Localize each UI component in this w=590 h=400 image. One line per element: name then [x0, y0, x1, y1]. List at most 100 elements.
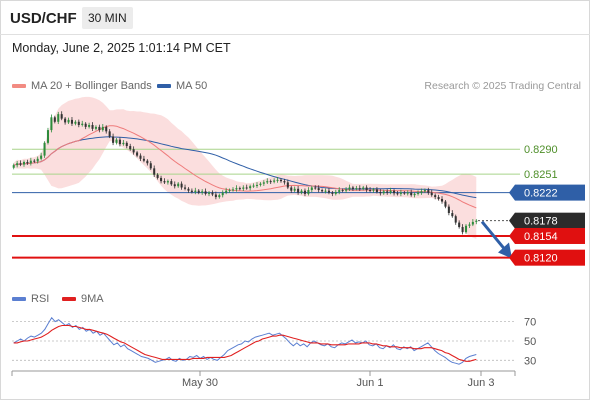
x-tick-label: Jun 1 — [357, 377, 384, 389]
level-label-0.8222: 0.8222 — [524, 188, 558, 200]
forecast-arrow-head — [498, 242, 512, 259]
candle-body — [252, 185, 255, 187]
level-label-0.8251: 0.8251 — [524, 169, 558, 181]
candle-body — [146, 160, 149, 164]
level-tag-0.8154 — [515, 227, 585, 244]
level-label-0.8290: 0.8290 — [524, 144, 558, 156]
legend-ma20: MA 20 + Bollinger Bands — [12, 80, 152, 92]
candle-body — [420, 191, 423, 193]
ma20-path — [13, 125, 477, 209]
rsi-tick-70: 70 — [524, 317, 536, 329]
candle-body — [386, 191, 389, 193]
candle-body — [471, 221, 474, 225]
candle-body — [91, 124, 94, 129]
candle-body — [50, 117, 53, 131]
candle-body — [177, 183, 180, 187]
candle-body — [180, 183, 183, 188]
candle-body — [382, 191, 385, 194]
x-tick-label: May 30 — [182, 377, 218, 389]
candle-body — [149, 163, 152, 169]
rsi-label: RSI — [31, 293, 50, 305]
candle-body — [297, 188, 300, 193]
rsi-tick-30: 30 — [524, 355, 536, 367]
candle-body — [454, 216, 457, 223]
level-tag-0.8178 — [515, 212, 585, 229]
candle-body — [29, 160, 32, 164]
candle-body — [74, 121, 77, 124]
candle-body — [314, 187, 317, 189]
candle-body — [57, 114, 60, 122]
candle-body — [94, 126, 97, 129]
level-tag-pointer — [509, 212, 515, 229]
candle-body — [434, 195, 437, 198]
candle-body — [214, 194, 217, 198]
candle-body — [105, 126, 108, 132]
candle-body — [108, 131, 111, 137]
candle-body — [77, 121, 80, 125]
candle-body — [115, 139, 118, 143]
candle-body — [269, 181, 272, 183]
candle-body — [413, 193, 416, 196]
candle-body — [331, 192, 334, 194]
level-label-0.8178: 0.8178 — [524, 216, 558, 228]
candle-body — [231, 189, 235, 191]
legend-rsi: RSI — [12, 293, 49, 305]
candle-body — [321, 190, 324, 192]
rsi-swatch — [12, 297, 26, 302]
ma50-swatch — [157, 84, 171, 89]
legend-ma9: 9MA — [62, 293, 104, 305]
candle-body — [444, 201, 447, 207]
candle-body — [369, 190, 372, 192]
candle-body — [40, 155, 43, 159]
candle-body — [279, 179, 283, 182]
header: USD/CHF 30 MIN — [0, 0, 590, 36]
ma20-label: MA 20 + Bollinger Bands — [31, 80, 152, 92]
candle-body — [84, 123, 87, 127]
candle-body — [430, 192, 433, 196]
candle-body — [173, 184, 176, 187]
candle-body — [53, 117, 56, 122]
candles — [12, 111, 478, 235]
ma50-path — [13, 136, 477, 199]
candle-body — [22, 161, 26, 165]
candle-body — [19, 163, 22, 165]
candle-body — [166, 181, 169, 183]
ma20-line — [13, 125, 477, 209]
candle-body — [122, 142, 125, 145]
candle-body — [362, 187, 365, 189]
candle-body — [255, 184, 259, 186]
candle-body — [461, 227, 464, 233]
forecast-arrow — [480, 220, 512, 259]
candle-body — [372, 189, 375, 191]
candle-body — [365, 187, 368, 191]
candle-body — [170, 181, 173, 185]
candle-body — [67, 119, 70, 123]
candle-body — [410, 192, 413, 196]
candle-body — [317, 188, 320, 191]
candle-body — [190, 190, 193, 192]
candle-body — [355, 188, 358, 190]
candle-body — [101, 126, 104, 131]
candle-body — [293, 188, 296, 191]
header-divider — [0, 34, 590, 35]
candle-body — [475, 220, 478, 222]
candle-body — [262, 182, 265, 184]
candle-body — [423, 190, 426, 192]
candle-body — [427, 190, 430, 193]
level-label-0.8120: 0.8120 — [524, 253, 558, 265]
candle-body — [307, 190, 310, 194]
candle-body — [132, 149, 135, 153]
candle-body — [300, 190, 303, 193]
ma20-swatch — [12, 84, 26, 89]
level-tag-0.8120 — [515, 249, 585, 266]
candle-body — [98, 126, 101, 131]
candle-body — [393, 190, 396, 194]
candle-body — [221, 192, 224, 196]
candle-body — [16, 163, 19, 166]
candle-body — [60, 114, 63, 119]
candle-body — [245, 187, 248, 189]
bollinger-bands — [13, 96, 477, 239]
timeframe-button[interactable]: 30 MIN — [82, 7, 133, 29]
candle-body — [33, 160, 36, 162]
